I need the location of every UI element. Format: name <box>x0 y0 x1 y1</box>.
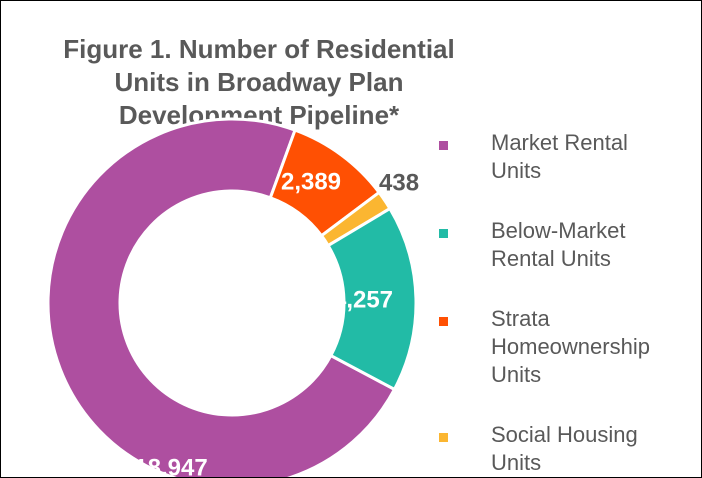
legend-swatch <box>439 141 448 150</box>
value-label: 438 <box>379 169 419 196</box>
value-label: 4,257 <box>333 286 393 313</box>
legend-swatch <box>439 433 448 442</box>
legend-swatch <box>439 229 448 238</box>
chart-title: Figure 1. Number of Residential Units in… <box>63 34 455 130</box>
slice <box>326 206 418 392</box>
legend-label: Market Rental Units <box>491 130 628 183</box>
value-label: 2,389 <box>281 168 341 195</box>
legend-swatch <box>439 317 448 326</box>
legend-label: Strata Homeownership Units <box>491 306 650 387</box>
value-label: 18,947 <box>134 454 207 477</box>
legend-label: Below-Market Rental Units <box>491 218 626 271</box>
legend-label: Social Housing Units <box>491 422 638 475</box>
slice <box>46 117 397 477</box>
